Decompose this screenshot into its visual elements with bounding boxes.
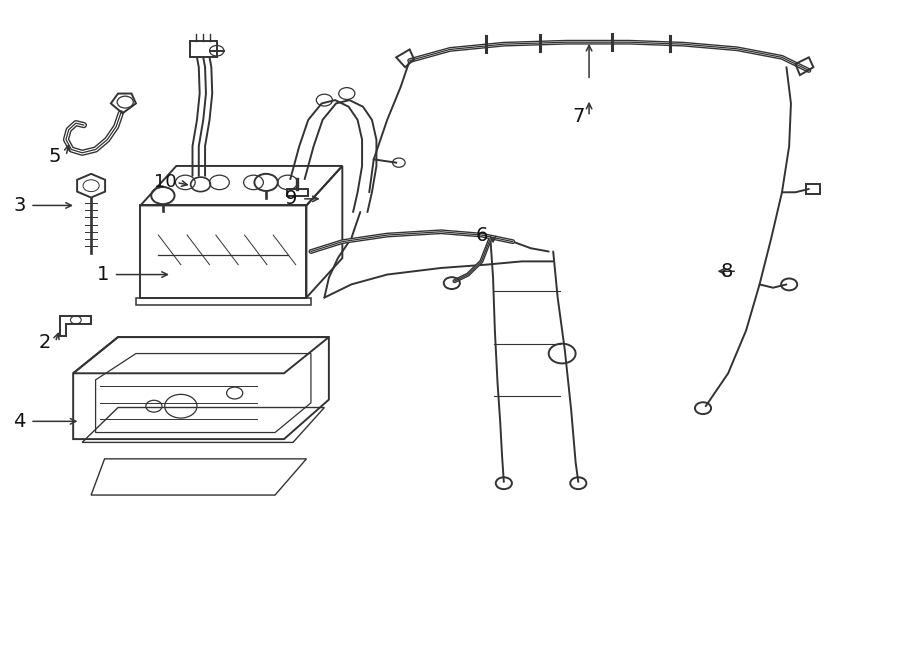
Text: 6: 6	[476, 225, 489, 245]
Text: 7: 7	[572, 107, 584, 126]
Text: 1: 1	[96, 265, 109, 284]
Text: 8: 8	[720, 262, 733, 281]
Text: 4: 4	[14, 412, 25, 431]
Text: 10: 10	[154, 173, 177, 192]
Text: 3: 3	[14, 196, 25, 215]
Text: 2: 2	[39, 333, 50, 352]
Text: 5: 5	[49, 147, 61, 165]
Text: 9: 9	[285, 189, 297, 208]
